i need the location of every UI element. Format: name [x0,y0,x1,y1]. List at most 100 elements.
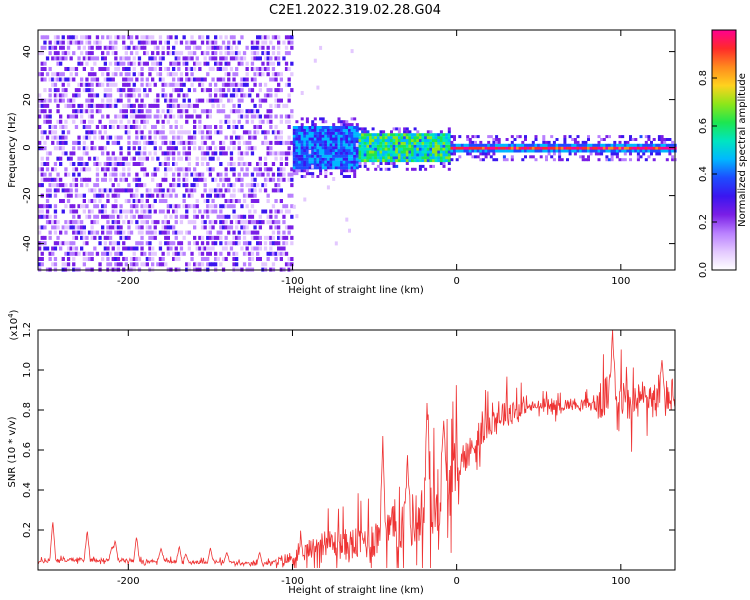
spectrogram-cell [363,130,367,134]
spectrogram-cell [101,151,105,156]
spectrogram-cell [40,262,44,267]
spectrogram-cell [66,98,71,103]
spectrogram-cell [45,188,50,193]
spectrogram-cell [224,82,228,87]
spectrogram-cell [80,103,84,108]
spectrogram-cell [311,154,315,158]
spectrogram-cell [492,143,496,147]
spectrogram-cell [182,56,186,61]
spectrogram-cell [392,147,396,151]
spectrogram-cell [266,220,270,225]
spectrogram-cell [111,183,115,188]
spectrogram-cell [214,56,218,61]
spectrogram-cell [53,188,58,193]
spectrogram-cell [277,246,281,251]
spectrogram-cell [256,114,260,119]
spectrogram-cell [647,138,651,141]
spectrogram-cell [245,130,249,135]
spectrogram-cell [177,183,181,188]
spectrogram-cell [237,114,241,119]
spectrogram-cell [143,119,147,124]
spectrogram-cell [224,114,228,119]
spectrogram-cell [576,149,580,153]
spectrogram-cell [263,114,268,119]
spectrogram-cell [148,193,152,198]
spectrogram-cell [206,114,210,119]
spectrogram-cell [59,93,63,98]
spectrogram-cell [53,35,58,40]
spectrogram-cell [177,151,181,156]
spectrogram-cell [253,114,257,119]
spectrogram-cell [439,136,443,140]
spectrogram-cell [164,135,168,140]
spectrogram-cell [64,125,68,129]
spectrogram-cell [124,56,128,61]
spectrogram-cell [471,140,475,144]
spectrogram-cell [179,130,184,135]
spectrogram-cell [248,214,252,219]
spectrogram-cell [56,156,60,161]
spectrogram-cell [158,209,163,214]
spectrogram-cell [235,225,239,230]
spectrogram-cell [158,56,163,61]
spectrogram-cell [227,88,231,93]
spectrogram-cell [151,40,155,45]
spectrogram-cell [164,167,168,172]
spectrogram-cell [129,220,134,225]
spectrogram-cell [237,156,241,161]
spectrogram-cell [392,162,396,165]
spectrogram-cell [292,134,296,138]
spectrogram-cell [82,162,86,166]
spectrogram-cell [387,147,391,151]
spectrogram-cell [114,56,118,61]
spectrogram-cell [151,56,155,61]
spectrogram-cell [61,183,65,188]
spectrogram-cell [114,241,118,246]
spectrogram-cell [156,98,160,103]
spectrogram-cell [40,257,44,261]
spectrogram-cell [284,209,289,214]
spectrogram-cell [429,136,433,140]
spectrogram-cell [229,151,234,156]
spectrogram-cell [350,157,354,161]
spectrogram-cell [208,146,212,151]
spectrogram-cell [95,172,100,177]
spectrogram-cell [143,135,147,140]
spectrogram-cell [166,146,170,151]
spectrogram-cell [629,146,632,150]
spectrogram-cell [48,204,52,209]
spectrogram-cell [221,225,226,230]
spectrogram-cell [316,157,320,161]
spectrogram-cell [487,152,491,156]
spectrogram-cell [72,77,76,82]
spectrogram-cell [287,135,291,140]
spectrogram-cell [122,103,126,108]
spectrogram-cell [411,159,414,163]
spectrogram-cell [193,188,197,193]
spectrogram-cell [589,146,593,150]
spectrogram-cell [40,98,44,103]
spectrogram-cell [321,149,325,152]
spectrogram-cell [261,172,265,177]
spectrogram-cell [579,149,583,153]
spectrogram-cell [116,251,121,256]
spectrogram-cell [143,262,147,267]
spectrogram-cell [348,123,351,127]
spectrogram-cell [56,241,60,246]
spectrogram-cell [277,241,281,246]
spectrogram-cell [116,162,121,166]
spectrogram-cell [405,156,409,160]
spectrogram-cell [558,155,562,159]
spectrogram-cell [124,114,128,119]
spectrogram-cell [439,139,443,142]
spectrogram-cell [143,167,147,172]
spectrogram-cell [101,193,105,198]
spectrogram-cell [38,51,42,56]
spectrogram-cell [274,98,278,103]
spectrogram-cell [237,177,241,182]
spectrogram-cell [479,143,483,147]
spectrogram-cell [221,183,226,188]
spectrogram-cell [193,177,197,182]
spectrogram-cell [140,98,144,103]
spectrogram-cell [547,152,551,156]
